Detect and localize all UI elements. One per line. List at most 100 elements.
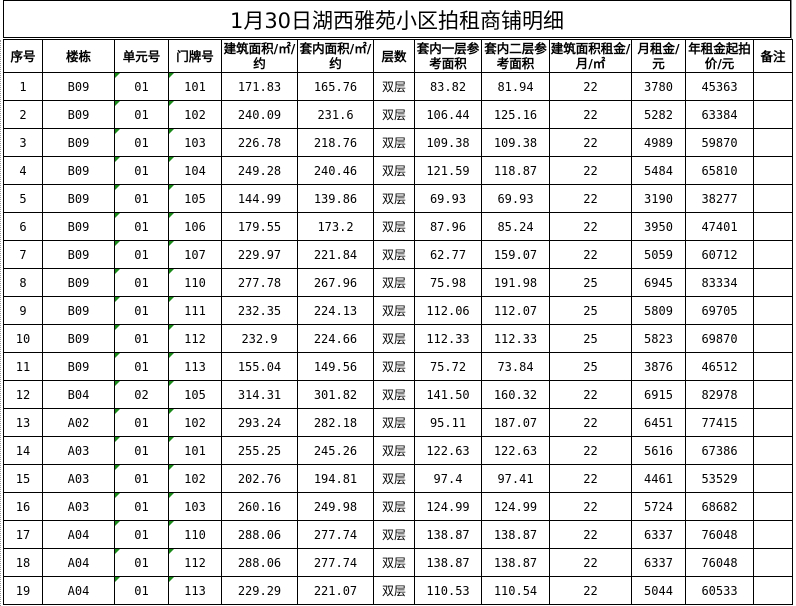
cell-inner-area[interactable]: 249.98 xyxy=(297,492,374,521)
cell-building[interactable]: B09 xyxy=(42,240,115,269)
cell-built-area[interactable]: 255.25 xyxy=(221,436,298,465)
cell-annual-rent[interactable]: 68682 xyxy=(685,492,754,521)
cell-remark[interactable] xyxy=(753,352,793,381)
cell-floor2-area[interactable]: 85.24 xyxy=(481,212,550,241)
cell-built-area[interactable]: 202.76 xyxy=(221,464,298,493)
cell-unit[interactable]: 01 xyxy=(114,100,169,129)
cell-monthly-rent[interactable]: 5616 xyxy=(631,436,686,465)
cell-floor2-area[interactable]: 159.07 xyxy=(481,240,550,269)
cell-rent-per-sqm[interactable]: 22 xyxy=(549,212,632,241)
cell-rent-per-sqm[interactable]: 22 xyxy=(549,436,632,465)
cell-unit[interactable]: 01 xyxy=(114,184,169,213)
cell-rent-per-sqm[interactable]: 25 xyxy=(549,352,632,381)
cell-remark[interactable] xyxy=(753,380,793,409)
cell-seq[interactable]: 12 xyxy=(3,380,43,409)
cell-built-area[interactable]: 232.35 xyxy=(221,296,298,325)
cell-building[interactable]: B09 xyxy=(42,184,115,213)
header-unit[interactable]: 单元号 xyxy=(114,39,169,73)
cell-built-area[interactable]: 249.28 xyxy=(221,156,298,185)
cell-inner-area[interactable]: 221.84 xyxy=(297,240,374,269)
cell-floor1-area[interactable]: 62.77 xyxy=(414,240,482,269)
cell-floor1-area[interactable]: 110.53 xyxy=(414,576,482,605)
cell-door[interactable]: 113 xyxy=(168,576,222,605)
cell-floor1-area[interactable]: 141.50 xyxy=(414,380,482,409)
cell-floors[interactable]: 双层 xyxy=(373,268,415,297)
cell-building[interactable]: A04 xyxy=(42,520,115,549)
cell-annual-rent[interactable]: 60533 xyxy=(685,576,754,605)
cell-monthly-rent[interactable]: 5044 xyxy=(631,576,686,605)
cell-annual-rent[interactable]: 47401 xyxy=(685,212,754,241)
cell-floor2-area[interactable]: 112.07 xyxy=(481,296,550,325)
cell-rent-per-sqm[interactable]: 25 xyxy=(549,324,632,353)
cell-seq[interactable]: 18 xyxy=(3,548,43,577)
cell-floor1-area[interactable]: 112.33 xyxy=(414,324,482,353)
cell-rent-per-sqm[interactable]: 22 xyxy=(549,100,632,129)
cell-seq[interactable]: 15 xyxy=(3,464,43,493)
cell-floor2-area[interactable]: 118.87 xyxy=(481,156,550,185)
cell-annual-rent[interactable]: 63384 xyxy=(685,100,754,129)
cell-inner-area[interactable]: 267.96 xyxy=(297,268,374,297)
cell-floors[interactable]: 双层 xyxy=(373,296,415,325)
cell-unit[interactable]: 01 xyxy=(114,520,169,549)
cell-floors[interactable]: 双层 xyxy=(373,156,415,185)
cell-annual-rent[interactable]: 46512 xyxy=(685,352,754,381)
cell-floor2-area[interactable]: 97.41 xyxy=(481,464,550,493)
cell-seq[interactable]: 11 xyxy=(3,352,43,381)
cell-built-area[interactable]: 171.83 xyxy=(221,72,298,101)
cell-inner-area[interactable]: 149.56 xyxy=(297,352,374,381)
header-floors[interactable]: 层数 xyxy=(373,39,415,73)
cell-floor2-area[interactable]: 109.38 xyxy=(481,128,550,157)
cell-door[interactable]: 102 xyxy=(168,408,222,437)
cell-annual-rent[interactable]: 76048 xyxy=(685,520,754,549)
cell-built-area[interactable]: 240.09 xyxy=(221,100,298,129)
cell-monthly-rent[interactable]: 6945 xyxy=(631,268,686,297)
header-building[interactable]: 楼栋 xyxy=(42,39,115,73)
cell-building[interactable]: B09 xyxy=(42,212,115,241)
cell-seq[interactable]: 17 xyxy=(3,520,43,549)
cell-rent-per-sqm[interactable]: 22 xyxy=(549,408,632,437)
cell-unit[interactable]: 01 xyxy=(114,296,169,325)
cell-monthly-rent[interactable]: 3190 xyxy=(631,184,686,213)
cell-door[interactable]: 104 xyxy=(168,156,222,185)
cell-floor2-area[interactable]: 125.16 xyxy=(481,100,550,129)
cell-inner-area[interactable]: 224.66 xyxy=(297,324,374,353)
cell-rent-per-sqm[interactable]: 22 xyxy=(549,548,632,577)
cell-remark[interactable] xyxy=(753,240,793,269)
cell-floor1-area[interactable]: 75.98 xyxy=(414,268,482,297)
cell-unit[interactable]: 01 xyxy=(114,324,169,353)
cell-remark[interactable] xyxy=(753,296,793,325)
cell-annual-rent[interactable]: 69705 xyxy=(685,296,754,325)
header-door[interactable]: 门牌号 xyxy=(168,39,222,73)
cell-unit[interactable]: 01 xyxy=(114,240,169,269)
cell-door[interactable]: 111 xyxy=(168,296,222,325)
cell-remark[interactable] xyxy=(753,324,793,353)
cell-rent-per-sqm[interactable]: 22 xyxy=(549,492,632,521)
cell-building[interactable]: B09 xyxy=(42,324,115,353)
cell-seq[interactable]: 10 xyxy=(3,324,43,353)
cell-inner-area[interactable]: 218.76 xyxy=(297,128,374,157)
cell-remark[interactable] xyxy=(753,72,793,101)
cell-floor2-area[interactable]: 122.63 xyxy=(481,436,550,465)
cell-inner-area[interactable]: 301.82 xyxy=(297,380,374,409)
cell-annual-rent[interactable]: 76048 xyxy=(685,548,754,577)
cell-unit[interactable]: 01 xyxy=(114,156,169,185)
cell-door[interactable]: 107 xyxy=(168,240,222,269)
cell-rent-per-sqm[interactable]: 25 xyxy=(549,268,632,297)
cell-remark[interactable] xyxy=(753,212,793,241)
cell-remark[interactable] xyxy=(753,464,793,493)
cell-floor2-area[interactable]: 124.99 xyxy=(481,492,550,521)
cell-seq[interactable]: 8 xyxy=(3,268,43,297)
cell-floors[interactable]: 双层 xyxy=(373,128,415,157)
cell-floor1-area[interactable]: 109.38 xyxy=(414,128,482,157)
cell-floor1-area[interactable]: 124.99 xyxy=(414,492,482,521)
cell-monthly-rent[interactable]: 6337 xyxy=(631,520,686,549)
cell-seq[interactable]: 7 xyxy=(3,240,43,269)
cell-built-area[interactable]: 277.78 xyxy=(221,268,298,297)
cell-rent-per-sqm[interactable]: 25 xyxy=(549,296,632,325)
cell-floors[interactable]: 双层 xyxy=(373,100,415,129)
cell-inner-area[interactable]: 240.46 xyxy=(297,156,374,185)
cell-seq[interactable]: 19 xyxy=(3,576,43,605)
cell-building[interactable]: A04 xyxy=(42,548,115,577)
cell-door[interactable]: 102 xyxy=(168,464,222,493)
cell-remark[interactable] xyxy=(753,576,793,605)
